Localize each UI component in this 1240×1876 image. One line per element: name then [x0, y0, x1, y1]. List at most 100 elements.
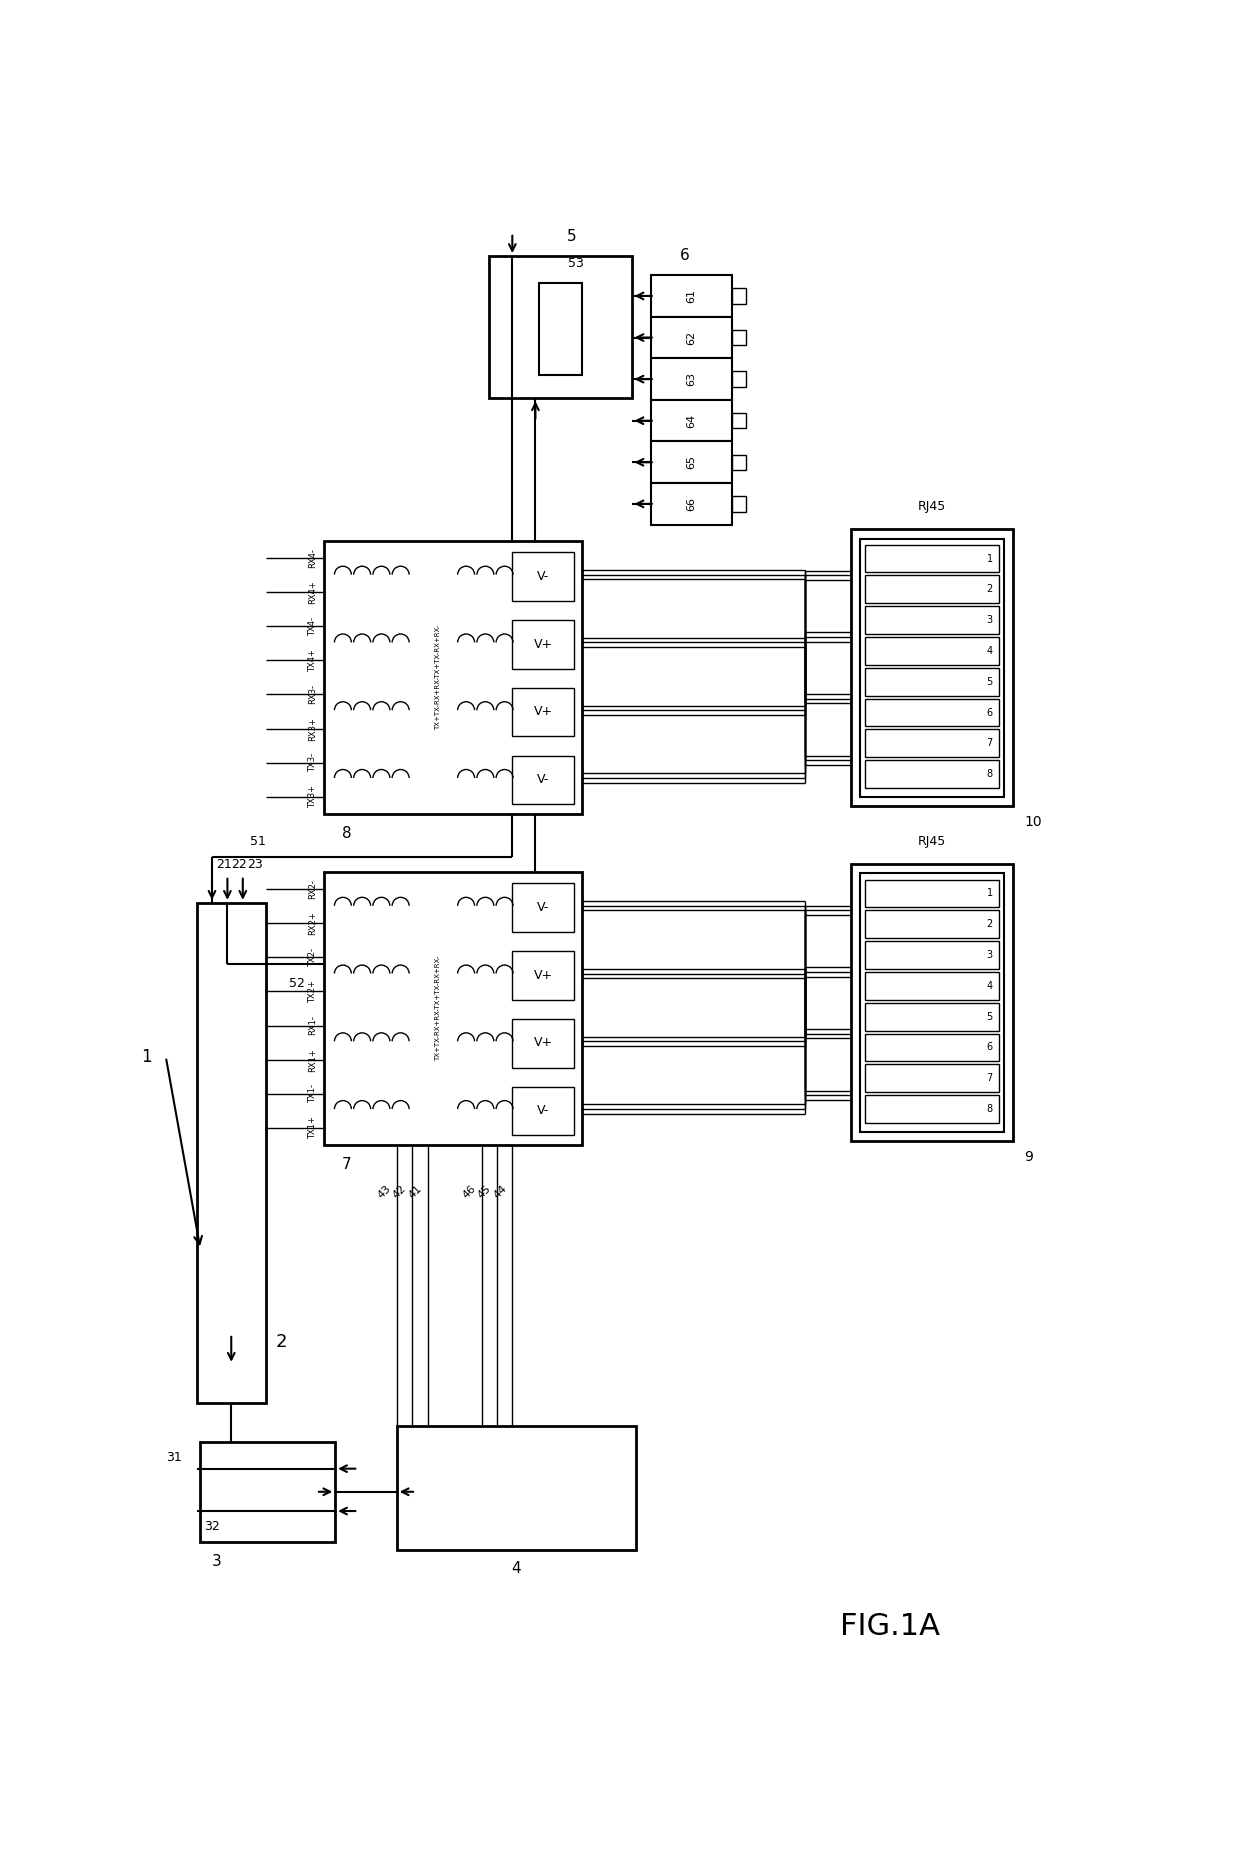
Bar	[651, 484, 732, 525]
Bar	[512, 688, 574, 737]
Bar	[866, 1096, 999, 1124]
Bar	[397, 1426, 635, 1550]
Text: 63: 63	[686, 371, 696, 386]
Text: TX+TX-RX+RX-TX+TX-RX+RX-: TX+TX-RX+RX-TX+TX-RX+RX-	[435, 955, 441, 1062]
Bar	[866, 606, 999, 634]
Bar	[732, 371, 745, 386]
Text: V-: V-	[537, 900, 549, 914]
Text: RX3-: RX3-	[309, 685, 317, 704]
Bar	[866, 668, 999, 696]
Text: TX3+: TX3+	[309, 786, 317, 809]
Text: 10: 10	[1024, 814, 1042, 829]
Text: RX4+: RX4+	[309, 580, 317, 604]
Text: 31: 31	[166, 1450, 181, 1463]
Bar	[866, 544, 999, 572]
Text: 61: 61	[686, 289, 696, 302]
Bar	[512, 951, 574, 1000]
Text: 8: 8	[342, 825, 352, 840]
Text: TX2-: TX2-	[309, 947, 317, 966]
Bar	[512, 552, 574, 600]
Text: 2: 2	[275, 1332, 286, 1351]
Text: 7: 7	[987, 739, 993, 749]
Text: 5: 5	[987, 677, 993, 687]
Text: 66: 66	[686, 497, 696, 510]
Text: 62: 62	[686, 330, 696, 345]
Bar	[512, 621, 574, 668]
Text: TX3-: TX3-	[309, 752, 317, 773]
Bar	[201, 1443, 335, 1542]
Text: 51: 51	[250, 835, 267, 848]
Bar	[732, 495, 745, 512]
Text: 22: 22	[231, 857, 247, 870]
Text: RX2+: RX2+	[309, 912, 317, 934]
Bar	[732, 454, 745, 471]
Text: TX2+: TX2+	[309, 979, 317, 1004]
Text: RX3+: RX3+	[309, 717, 317, 741]
Text: RJ45: RJ45	[918, 499, 946, 512]
Text: RX2-: RX2-	[309, 880, 317, 899]
Text: 45: 45	[476, 1184, 494, 1201]
Bar	[512, 756, 574, 805]
Bar	[861, 538, 1003, 797]
Text: RX1+: RX1+	[309, 1049, 317, 1071]
Text: TX1-: TX1-	[309, 1084, 317, 1103]
Text: RX4-: RX4-	[309, 548, 317, 568]
Text: 1: 1	[987, 553, 993, 563]
Text: V-: V-	[537, 570, 549, 583]
Bar	[512, 1019, 574, 1067]
Text: 7: 7	[342, 1157, 352, 1172]
Text: 2: 2	[987, 919, 993, 929]
Text: 43: 43	[376, 1184, 393, 1201]
Bar	[866, 972, 999, 1000]
Text: 53: 53	[568, 257, 583, 270]
Bar	[866, 638, 999, 664]
Text: 4: 4	[987, 981, 993, 991]
Text: TX+TX-RX+RX-TX+TX-RX+RX-: TX+TX-RX+RX-TX+TX-RX+RX-	[435, 625, 441, 730]
Text: V+: V+	[533, 638, 553, 651]
Bar	[539, 283, 582, 375]
Bar	[851, 865, 1013, 1141]
Text: V-: V-	[537, 773, 549, 786]
Text: V+: V+	[533, 1036, 553, 1049]
Text: V-: V-	[537, 1105, 549, 1116]
Bar	[324, 872, 582, 1144]
Bar	[651, 358, 732, 400]
Text: 64: 64	[686, 413, 696, 428]
Text: 7: 7	[987, 1073, 993, 1082]
Bar	[861, 874, 1003, 1133]
Text: TX4-: TX4-	[309, 617, 317, 636]
Text: 4: 4	[987, 645, 993, 657]
Text: 8: 8	[987, 1105, 993, 1114]
Bar	[866, 1064, 999, 1092]
Bar	[651, 317, 732, 358]
Text: 3: 3	[987, 949, 993, 961]
Text: 8: 8	[987, 769, 993, 779]
Text: 3: 3	[987, 615, 993, 625]
Text: 6: 6	[987, 707, 993, 717]
Text: RJ45: RJ45	[918, 835, 946, 848]
Text: V+: V+	[533, 705, 553, 719]
Bar	[732, 413, 745, 428]
Text: 42: 42	[391, 1184, 408, 1201]
Bar	[651, 441, 732, 484]
Bar	[866, 880, 999, 908]
Bar	[197, 902, 265, 1403]
Bar	[866, 760, 999, 788]
Bar	[866, 730, 999, 758]
Bar	[512, 884, 574, 932]
Bar	[866, 1004, 999, 1030]
Text: 1: 1	[141, 1047, 151, 1066]
Bar	[324, 540, 582, 814]
Text: TX1+: TX1+	[309, 1116, 317, 1139]
Text: 5: 5	[987, 1011, 993, 1022]
Bar	[866, 698, 999, 726]
Text: 21: 21	[216, 857, 232, 870]
Text: 9: 9	[1024, 1150, 1033, 1163]
Bar	[866, 942, 999, 968]
Text: 46: 46	[460, 1184, 477, 1201]
Text: 6: 6	[987, 1043, 993, 1052]
Text: 65: 65	[686, 456, 696, 469]
Bar	[490, 255, 631, 398]
Text: FIG.1A: FIG.1A	[839, 1611, 940, 1642]
Text: 5: 5	[567, 229, 577, 244]
